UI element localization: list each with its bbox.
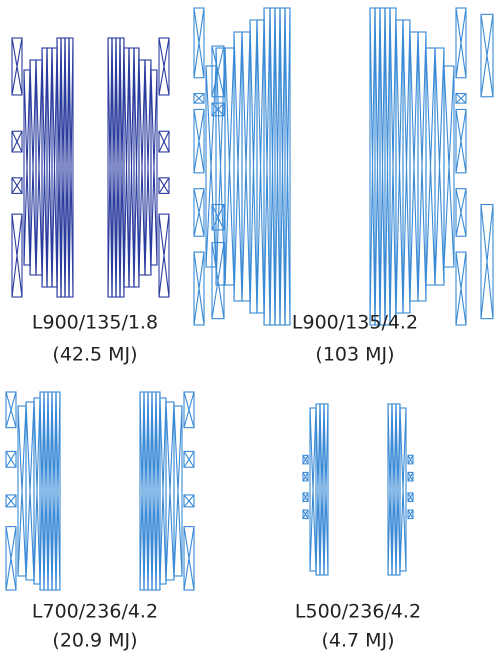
panel-energy: (42.5 MJ) bbox=[52, 344, 137, 366]
coil-diagram: L900/135/1.8 (42.5 MJ) L900/135/4.2 (103… bbox=[0, 0, 502, 658]
panel-energy: (103 MJ) bbox=[315, 344, 394, 366]
panel-name: L900/135/1.8 bbox=[32, 312, 158, 334]
panel-name: L700/236/4.2 bbox=[32, 601, 158, 623]
panel-energy: (4.7 MJ) bbox=[321, 630, 394, 652]
coils bbox=[6, 8, 493, 590]
panel-energy: (20.9 MJ) bbox=[52, 630, 137, 652]
panel-name: L500/236/4.2 bbox=[295, 601, 421, 623]
panel-name: L900/135/4.2 bbox=[292, 312, 418, 334]
